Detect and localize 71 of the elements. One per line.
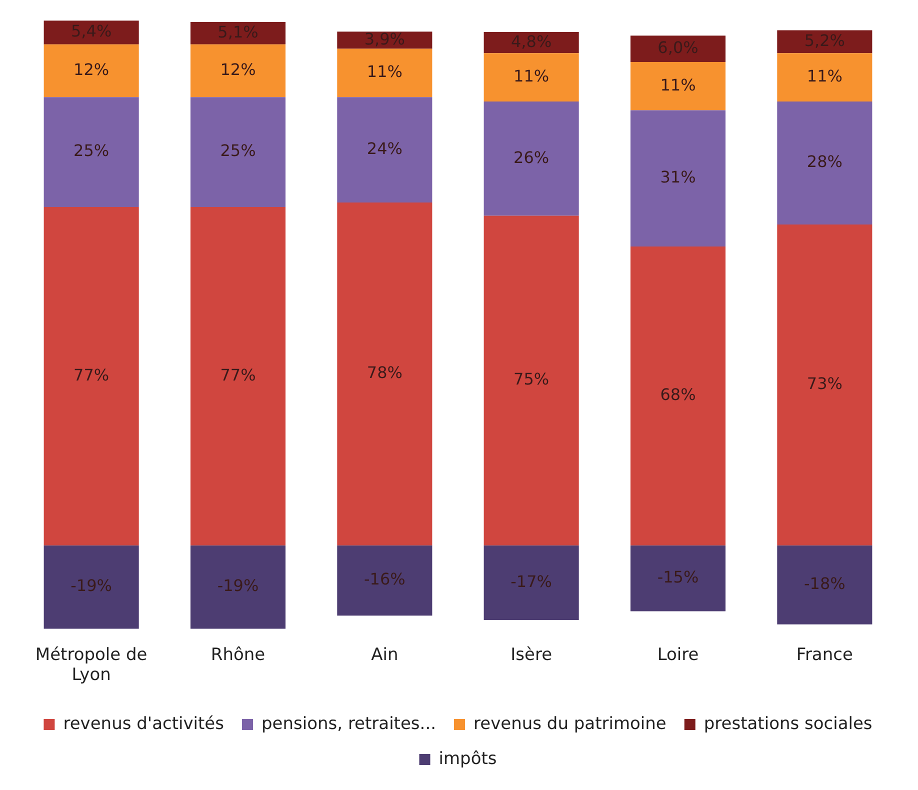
- bar: [337, 48, 432, 98]
- bar: [337, 32, 432, 49]
- x-tick-label: Loire: [657, 644, 699, 665]
- data-label: -19%: [217, 576, 259, 596]
- bar: [44, 206, 139, 546]
- bar: [630, 36, 726, 62]
- data-label: 5,1%: [218, 22, 258, 42]
- data-label: 12%: [220, 60, 256, 79]
- x-tick-label: Métropole de Lyon: [35, 644, 148, 686]
- data-label: 5,4%: [71, 22, 112, 41]
- bar: [190, 545, 286, 629]
- legend-label: revenus d'activités: [63, 714, 224, 734]
- data-label: 11%: [660, 75, 696, 94]
- bar: [484, 545, 579, 620]
- data-label: -19%: [70, 576, 112, 596]
- data-label: 25%: [220, 141, 256, 160]
- data-label: 11%: [366, 62, 402, 82]
- x-tick-label: Rhône: [210, 644, 266, 665]
- data-label: 25%: [74, 141, 110, 160]
- bar: [337, 97, 432, 203]
- bar: [777, 224, 872, 546]
- bar: [484, 32, 579, 54]
- bar: [630, 62, 726, 110]
- bar: [190, 44, 286, 98]
- bar: [337, 545, 432, 616]
- data-label: 31%: [660, 168, 696, 187]
- x-tick-label: Isère: [510, 644, 552, 665]
- bar: [777, 53, 872, 102]
- data-label: 5,2%: [804, 30, 845, 50]
- data-label: 75%: [514, 370, 550, 389]
- data-label: -18%: [804, 574, 846, 594]
- legend-label: impôts: [438, 748, 497, 769]
- data-label: 73%: [806, 374, 842, 394]
- bar: [44, 20, 139, 44]
- data-label: 26%: [514, 148, 550, 167]
- data-label: 24%: [366, 138, 402, 158]
- bar: [777, 30, 872, 54]
- data-label: 4,8%: [511, 32, 552, 51]
- data-label: 12%: [74, 60, 110, 79]
- bar: [190, 22, 286, 44]
- legend-label: pensions, retraites...: [261, 714, 436, 734]
- data-label: -16%: [364, 570, 406, 589]
- data-label: -17%: [510, 572, 552, 591]
- bar: [630, 545, 726, 612]
- bar: [190, 97, 286, 207]
- x-tick-label: Ain: [371, 644, 398, 665]
- bar: [777, 545, 872, 624]
- data-label: 78%: [366, 363, 402, 382]
- bar: [44, 545, 139, 629]
- bar: [190, 206, 286, 546]
- bar: [484, 53, 579, 102]
- data-label: 28%: [806, 152, 842, 172]
- bar: [630, 110, 726, 247]
- legend-label: revenus du patrimoine: [474, 714, 666, 734]
- bar: [44, 44, 139, 98]
- data-label: 77%: [220, 365, 256, 384]
- bar: [337, 202, 432, 546]
- data-label: 3,9%: [364, 29, 405, 48]
- bar: [777, 101, 872, 225]
- bar: [484, 216, 579, 546]
- data-label: 11%: [806, 66, 842, 86]
- bar: [44, 97, 139, 207]
- data-label: 11%: [514, 66, 550, 86]
- x-tick-label: France: [796, 644, 853, 665]
- bar: [484, 101, 579, 216]
- legend-label: prestations sociales: [704, 714, 872, 734]
- data-label: -15%: [657, 567, 699, 586]
- bar: [630, 246, 726, 546]
- data-label: 77%: [74, 365, 110, 384]
- data-label: 68%: [660, 385, 696, 404]
- data-label: 6,0%: [658, 38, 698, 57]
